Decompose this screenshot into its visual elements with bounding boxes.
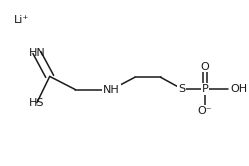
- Text: NH: NH: [103, 85, 120, 95]
- Text: O: O: [200, 62, 209, 72]
- Text: Li⁺: Li⁺: [14, 15, 29, 25]
- Text: S: S: [178, 84, 185, 94]
- Text: HS: HS: [29, 98, 45, 108]
- Text: OH: OH: [231, 84, 248, 94]
- Text: HN: HN: [28, 47, 45, 58]
- Text: O⁻: O⁻: [198, 106, 212, 116]
- Text: P: P: [201, 84, 208, 94]
